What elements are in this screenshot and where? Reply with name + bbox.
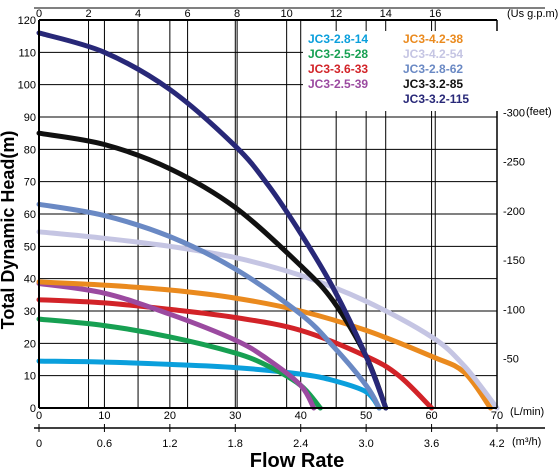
bottom-tick-label: 1.8: [228, 438, 243, 450]
y-tick-label: 90: [24, 112, 36, 124]
right-tick-label: -50: [503, 354, 519, 366]
bottom-tick-label: 2.4: [293, 438, 308, 450]
legend-entry: JC3-3.2-115: [403, 92, 469, 106]
legend-entry: JC3-2.5-39: [308, 77, 368, 91]
curve-jc3-2.5-39: [36, 281, 317, 411]
y-tick-label: 40: [24, 274, 36, 286]
y-tick-label: 0: [30, 403, 36, 415]
x-tick-label: 30: [229, 410, 241, 422]
top-tick-label: 2: [85, 8, 91, 20]
bottom-tick-label: 1.2: [162, 438, 177, 450]
right-tick-label: -100: [503, 304, 525, 316]
legend-entry: JC3-3.6-33: [308, 62, 368, 76]
bottom-tick-label: 3.0: [358, 438, 373, 450]
x-tick-label: 0: [36, 410, 42, 422]
x-tick-label: 70: [491, 410, 503, 422]
top-tick-label: 8: [234, 8, 240, 20]
x-axis-title: Flow Rate: [250, 450, 344, 471]
bottom-tick-label: 0.6: [97, 438, 112, 450]
x-tick-label: 50: [360, 410, 372, 422]
y-tick-label: 30: [24, 306, 36, 318]
y-tick-label: 120: [18, 15, 36, 27]
top-tick-label: 0: [36, 8, 42, 20]
bottom-tick-label: 3.6: [424, 438, 439, 450]
legend-entry: JC3-2.8-62: [403, 62, 463, 76]
y-tick-label: 80: [24, 144, 36, 156]
bottom-axis-unit-label: (m³/h): [512, 436, 541, 448]
y-tick-label: 60: [24, 209, 36, 221]
y-tick-label: 20: [24, 338, 36, 350]
x-tick-label: 20: [164, 410, 176, 422]
top-tick-label: 6: [185, 8, 191, 20]
curve-jc3-3.2-115: [36, 30, 389, 411]
y-axis-title: Total Dynamic Head(m): [0, 131, 18, 330]
top-tick-label: 16: [429, 8, 441, 20]
y-tick-label: 100: [18, 80, 36, 92]
right-tick-label: -200: [503, 206, 525, 218]
y-tick-label: 110: [18, 47, 36, 59]
legend-entry: JC3-2.5-28: [308, 47, 368, 61]
legend-background: [303, 31, 499, 111]
top-tick-label: 12: [330, 8, 342, 20]
right-tick-label: -250: [503, 157, 525, 169]
y-tick-label: 50: [24, 241, 36, 253]
right-axis-unit-label: (feet): [526, 106, 552, 118]
legend-entry: JC3-4.2-54: [403, 47, 463, 61]
legend: JC3-2.8-14JC3-2.5-28JC3-3.6-33JC3-2.5-39…: [308, 32, 469, 106]
curve-jc3-4.2-54: [36, 229, 500, 411]
legend-entry: JC3-4.2-38: [403, 32, 463, 46]
top-tick-label: 14: [380, 8, 392, 20]
x-tick-label: 10: [98, 410, 110, 422]
x-axis-unit-label: (L/min): [510, 406, 544, 418]
curve-jc3-2.8-62: [36, 201, 382, 411]
x-tick-label: 40: [295, 410, 307, 422]
right-tick-label: -150: [503, 255, 525, 267]
legend-entry: JC3-3.2-85: [403, 77, 463, 91]
axis-tick-labels: 0 2 4 6 8 10 12 14 16010203040506070809010011012…: [18, 8, 525, 450]
top-tick-label: 4: [135, 8, 141, 20]
series-curves: [36, 30, 500, 411]
y-tick-label: 10: [24, 371, 36, 383]
right-tick-label: -300: [503, 107, 525, 119]
bottom-tick-label: 0: [36, 438, 42, 450]
top-tick-label: 10: [281, 8, 293, 20]
x-tick-label: 60: [425, 410, 437, 422]
y-tick-label: 70: [24, 177, 36, 189]
legend-entry: JC3-2.8-14: [308, 32, 368, 46]
bottom-tick-label: 4.2: [489, 438, 504, 450]
top-axis-unit-label: (Us g.p.m): [507, 8, 558, 20]
curve-jc3-2.8-14: [36, 358, 382, 411]
curve-jc3-3.6-33: [36, 297, 435, 411]
